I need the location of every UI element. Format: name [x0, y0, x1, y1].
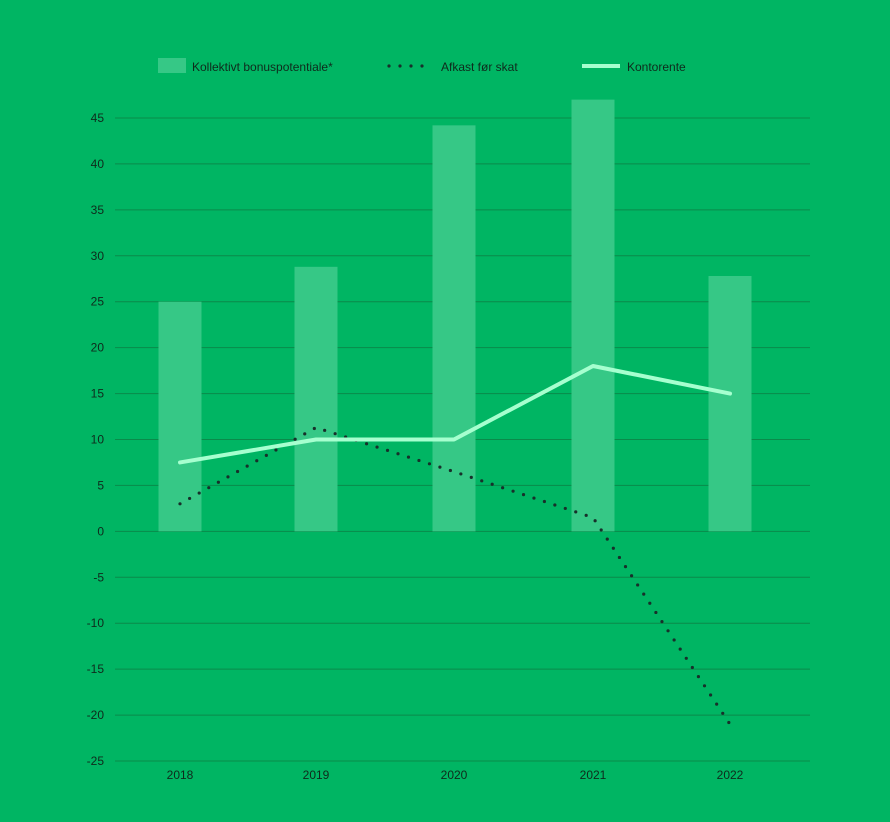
bar	[158, 301, 202, 532]
y-tick-label: -5	[93, 570, 104, 584]
y-tick-label: 35	[91, 203, 105, 217]
y-tick-label: 15	[91, 387, 105, 401]
y-axis-labels: 45 40 35 30 25 20 15 10 5 0 -5 -10 -15 -20 -25	[87, 111, 105, 768]
x-tick-label: 2020	[441, 768, 468, 782]
legend-label-bonuspotentiale: Kollektivt bonuspotentiale*	[192, 60, 333, 74]
y-tick-label: 5	[97, 478, 104, 492]
x-tick-label: 2019	[303, 768, 330, 782]
x-axis-labels: 2018 2019 2020 2021 2022	[167, 768, 744, 782]
y-tick-label: -10	[87, 616, 105, 630]
legend-swatch-bonuspotentiale	[158, 58, 186, 73]
lines	[178, 364, 732, 726]
legend: Kollektivt bonuspotentiale* Afkast før s…	[158, 58, 686, 74]
x-tick-label: 2018	[167, 768, 194, 782]
y-tick-label: -15	[87, 662, 105, 676]
y-tick-label: -20	[87, 708, 105, 722]
y-tick-label: -25	[87, 754, 105, 768]
y-tick-label: 40	[91, 157, 105, 171]
bar	[571, 99, 615, 532]
x-tick-label: 2022	[717, 768, 744, 782]
y-tick-label: 10	[91, 433, 105, 447]
bar	[708, 275, 752, 532]
grid	[115, 117, 810, 762]
bar	[432, 125, 476, 532]
bar	[294, 266, 338, 532]
x-tick-label: 2021	[580, 768, 607, 782]
legend-label-kontorente: Kontorente	[627, 60, 686, 74]
kontorente-line	[178, 364, 732, 465]
y-tick-label: 45	[91, 111, 105, 125]
y-tick-label: 25	[91, 295, 105, 309]
bars	[158, 99, 752, 532]
y-tick-label: 20	[91, 341, 105, 355]
y-tick-label: 30	[91, 249, 105, 263]
y-tick-label: 0	[97, 524, 104, 538]
legend-label-afkast: Afkast før skat	[441, 60, 518, 74]
